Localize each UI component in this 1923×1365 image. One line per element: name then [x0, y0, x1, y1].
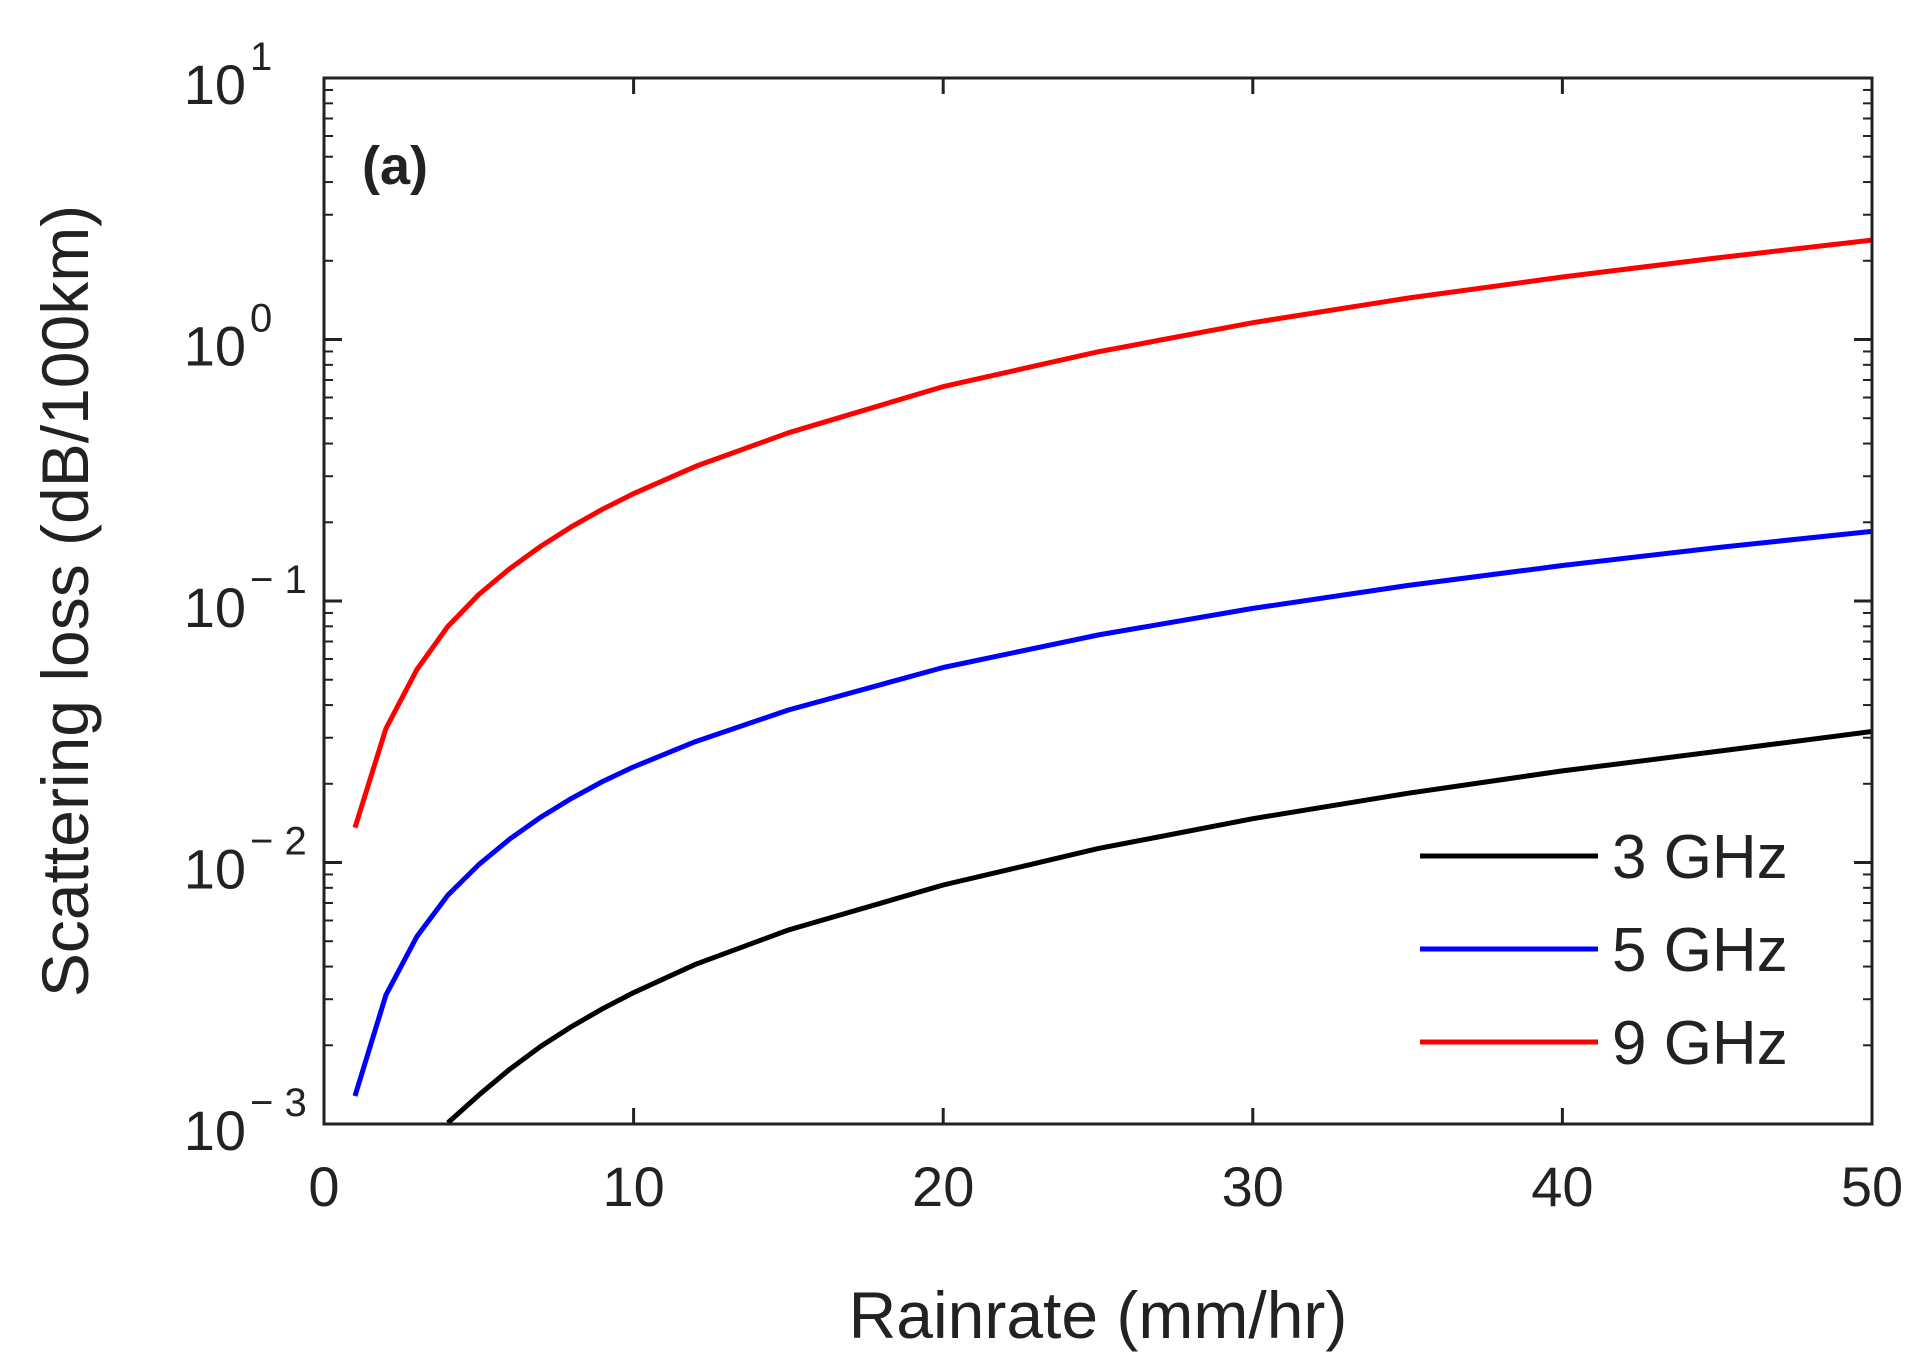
y-tick-label: 10− 3: [184, 1081, 307, 1162]
x-tick-labels: 0 10 20 30 40 50: [308, 1155, 1903, 1218]
x-tick-label: 20: [912, 1155, 974, 1218]
y-tick-labels: 10 110 010− 110− 210− 3: [184, 35, 307, 1162]
y-tick-base: 10: [184, 838, 246, 901]
y-tick-base: 10: [184, 315, 246, 378]
series-line-5-ghz: [352, 528, 1872, 1097]
y-tick-label: 10− 2: [184, 820, 307, 901]
x-tick-label: 30: [1222, 1155, 1284, 1218]
legend-label-9-ghz: 9 GHz: [1612, 1009, 1788, 1078]
y-tick-label: 10 0: [184, 297, 273, 378]
y-tick-base: 10: [184, 1099, 246, 1162]
y-tick-exponent: 0: [250, 297, 272, 341]
y-tick-label: 10− 1: [184, 558, 307, 639]
y-tick-base: 10: [184, 53, 246, 116]
y-tick-base: 10: [184, 576, 246, 639]
x-axis-title: Rainrate (mm/hr): [849, 1278, 1348, 1352]
plot-frame: [322, 76, 1874, 1126]
y-tick-exponent: − 3: [250, 1081, 307, 1125]
y-tick-exponent: − 2: [250, 820, 307, 864]
panel-label: (a): [362, 136, 428, 196]
y-axis-title: Scattering loss (dB/100km): [28, 205, 102, 997]
legend: 3 GHz 5 GHz 9 GHz: [1420, 823, 1788, 1078]
x-tick-label: 10: [602, 1155, 664, 1218]
x-tick-label: 50: [1841, 1155, 1903, 1218]
y-tick-exponent: − 1: [250, 558, 307, 602]
legend-label-3-ghz: 3 GHz: [1612, 823, 1788, 892]
y-tick-exponent: 1: [250, 35, 272, 79]
series-line-9-ghz: [352, 237, 1872, 829]
x-tick-label: 0: [308, 1155, 339, 1218]
series-layer: [352, 237, 1872, 1124]
plot-background: [324, 78, 1872, 1124]
legend-label-5-ghz: 5 GHz: [1612, 916, 1788, 985]
x-tick-label: 40: [1531, 1155, 1593, 1218]
series-line-3-ghz: [446, 729, 1872, 1124]
y-tick-label: 10 1: [184, 35, 273, 116]
